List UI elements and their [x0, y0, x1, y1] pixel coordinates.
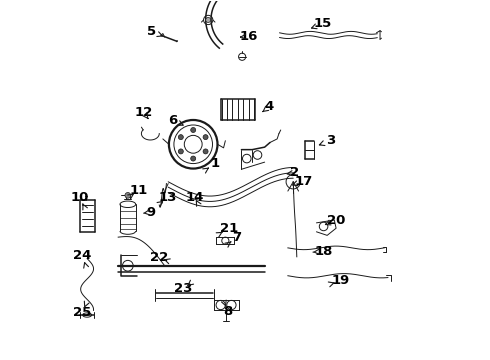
- Text: 2: 2: [291, 166, 299, 179]
- Text: 9: 9: [147, 206, 156, 219]
- Text: 11: 11: [129, 184, 147, 197]
- Text: 4: 4: [265, 100, 274, 113]
- Circle shape: [191, 156, 196, 161]
- Text: 12: 12: [134, 105, 152, 119]
- Text: 13: 13: [159, 191, 177, 204]
- Text: 19: 19: [332, 274, 350, 287]
- Text: 25: 25: [74, 306, 92, 319]
- Circle shape: [178, 135, 183, 140]
- Circle shape: [125, 193, 131, 198]
- Circle shape: [206, 18, 211, 22]
- Text: 23: 23: [174, 283, 193, 296]
- Circle shape: [191, 127, 196, 132]
- Text: 14: 14: [185, 191, 203, 204]
- Text: 8: 8: [223, 305, 232, 318]
- Text: 20: 20: [327, 213, 345, 226]
- Text: 18: 18: [315, 245, 333, 258]
- Text: 15: 15: [314, 17, 332, 30]
- Circle shape: [203, 149, 208, 154]
- Text: 6: 6: [168, 114, 177, 127]
- Polygon shape: [176, 40, 178, 42]
- Text: 16: 16: [240, 30, 258, 43]
- Text: 17: 17: [295, 175, 313, 188]
- Text: 7: 7: [233, 231, 242, 244]
- Text: 24: 24: [74, 249, 92, 262]
- Circle shape: [203, 135, 208, 140]
- Circle shape: [178, 149, 183, 154]
- Text: 21: 21: [220, 222, 238, 235]
- Text: 5: 5: [147, 25, 156, 38]
- Text: 3: 3: [326, 134, 335, 147]
- Text: 10: 10: [71, 191, 89, 204]
- Text: 22: 22: [150, 251, 169, 264]
- Text: 1: 1: [210, 157, 219, 170]
